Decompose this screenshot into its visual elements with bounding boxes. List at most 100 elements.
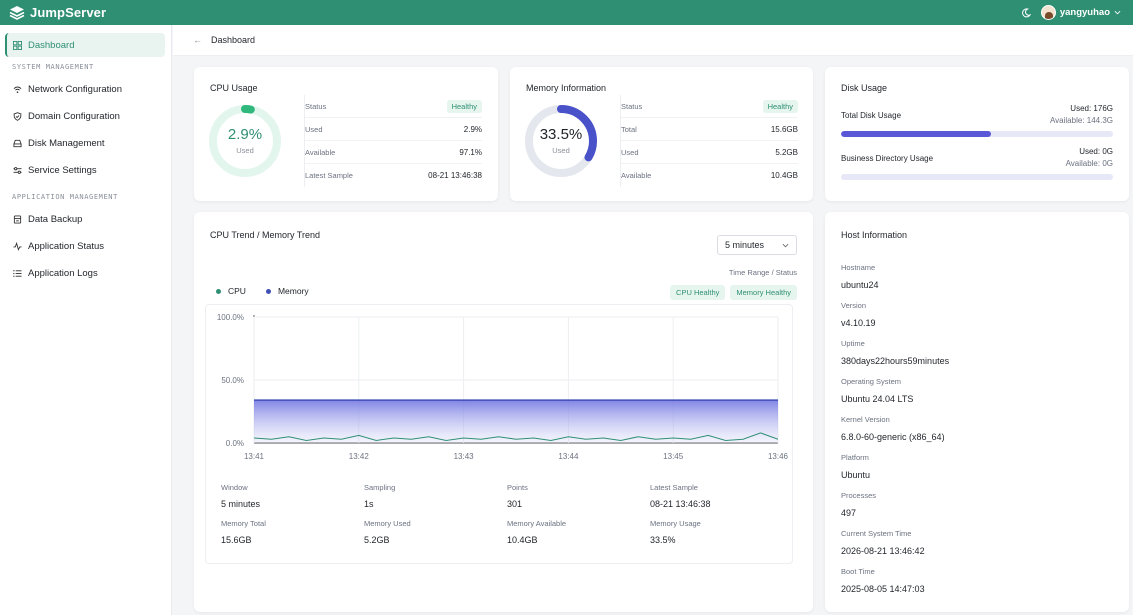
legend-label: Memory	[277, 286, 309, 296]
host-key: Current System Time	[841, 529, 912, 538]
sidebar: Dashboard SYSTEM MANAGEMENT Network Conf…	[0, 25, 172, 615]
sidebar-item-label: Service Settings	[28, 164, 97, 176]
metric-latest-sample: Latest Sample 08-21 13:46:38	[650, 483, 790, 509]
database-icon	[13, 214, 22, 224]
metric-value: 15.6GB	[221, 535, 252, 545]
host-item-version: Version v4.10.19	[841, 301, 876, 328]
sidebar-item-dashboard[interactable]: Dashboard	[5, 33, 165, 57]
cpu-stat-status: Status Healthy	[305, 95, 482, 118]
host-value: 497	[841, 508, 857, 518]
avatar	[1040, 5, 1056, 20]
host-value: 6.8.0-60-generic (x86_64)	[841, 432, 945, 442]
sidebar-item-disk-management[interactable]: Disk Management	[5, 131, 165, 155]
host-item-hostname: Hostname ubuntu24	[841, 263, 879, 290]
host-item-platform: Platform Ubuntu	[841, 453, 870, 480]
memory-gauge: 33.5% Used	[524, 104, 598, 178]
host-key: Uptime	[841, 339, 865, 348]
metric-memory-total: Memory Total 15.6GB	[221, 519, 361, 545]
trend-card: CPU Trend / Memory Trend 5 minutes Time …	[194, 212, 813, 612]
metric-memory-usage: Memory Usage 33.5%	[650, 519, 790, 545]
x-tick-label: 13:41	[244, 452, 265, 461]
time-range-select[interactable]: 5 minutes	[717, 235, 797, 255]
shield-icon	[13, 111, 22, 121]
memory-percent: 33.5%	[539, 126, 583, 143]
stat-key: Available	[305, 147, 336, 157]
sliders-icon	[13, 166, 22, 174]
app-logo[interactable]: JumpServer	[9, 5, 106, 21]
chart-legend: CPU Memory	[216, 286, 309, 296]
metric-points: Points 301	[507, 483, 647, 509]
disk-progress-bar	[841, 131, 1113, 137]
host-value: 380days22hours59minutes	[841, 356, 950, 366]
memory-stat-available: Available 10.4GB	[621, 164, 798, 187]
sidebar-item-application-status[interactable]: Application Status	[5, 234, 165, 258]
stat-key: Status	[621, 101, 643, 111]
stat-key: Total	[621, 124, 637, 134]
metric-memory-available: Memory Available 10.4GB	[507, 519, 647, 545]
y-tick-label: 0.0%	[226, 439, 244, 448]
user-menu[interactable]: yangyuhao	[1040, 5, 1121, 20]
host-value: Ubuntu	[841, 470, 871, 480]
disk-progress-bar	[841, 174, 1113, 180]
legend-dot	[216, 288, 221, 294]
memory-stat-status: Status Healthy	[621, 95, 798, 118]
card-title: CPU Trend / Memory Trend	[210, 230, 321, 240]
health-badges: CPU Healthy Memory Healthy	[670, 285, 797, 300]
sidebar-item-domain-configuration[interactable]: Domain Configuration	[5, 104, 165, 128]
memory-stat-used: Used 5.2GB	[621, 141, 798, 164]
sidebar-item-data-backup[interactable]: Data Backup	[5, 207, 165, 231]
status-badge: Healthy	[762, 99, 798, 113]
disk-label: Total Disk Usage	[841, 111, 902, 120]
metric-window: Window 5 minutes	[221, 483, 361, 509]
host-value: 2026-08-21 13:46:42	[841, 546, 925, 556]
moon-icon[interactable]	[1021, 7, 1031, 18]
disk-progress-fill	[841, 131, 991, 137]
host-item-processes: Processes 497	[841, 491, 876, 518]
disk-row-total: Total Disk Usage Used: 176G Available: 1…	[841, 104, 1113, 144]
memory-gauge-arc	[525, 105, 597, 177]
sidebar-item-service-settings[interactable]: Service Settings	[5, 158, 165, 182]
stat-key: Latest Sample	[305, 171, 353, 180]
metric-memory-used: Memory Used 5.2GB	[364, 519, 504, 545]
metric-key: Sampling	[364, 483, 396, 492]
memory-area	[254, 400, 778, 443]
host-item-kernel-version: Kernel Version 6.8.0-60-generic (x86_64)	[841, 415, 945, 442]
legend-item-memory[interactable]: Memory	[265, 286, 309, 296]
cpu-healthy-badge: CPU Healthy	[670, 285, 726, 300]
legend-item-cpu[interactable]: CPU	[216, 286, 246, 296]
host-item-boot-time: Boot Time 2025-08-05 14:47:03	[841, 567, 925, 594]
hard-drive-icon	[13, 139, 22, 147]
cpu-stat-used: Used 2.9%	[305, 118, 482, 141]
sidebar-item-application-logs[interactable]: Application Logs	[5, 261, 165, 285]
disk-label: Business Directory Usage	[841, 154, 934, 163]
metric-key: Points	[507, 483, 528, 492]
time-range-status-label: Time Range / Status	[728, 268, 797, 277]
breadcrumb-current: Dashboard	[211, 35, 256, 45]
card-title: Memory Information	[526, 83, 607, 93]
status-badge: Healthy	[446, 99, 482, 113]
x-tick-label: 13:46	[768, 452, 789, 461]
host-key: Kernel Version	[841, 415, 890, 424]
sidebar-item-label: Domain Configuration	[28, 110, 120, 122]
metric-key: Memory Available	[507, 519, 567, 528]
host-item-current-system-time: Current System Time 2026-08-21 13:46:42	[841, 529, 925, 556]
card-title: Disk Usage	[841, 83, 888, 93]
cpu-usage-card: CPU Usage 2.9% Used Status Healthy Used 2.…	[194, 67, 498, 201]
x-tick-label: 13:44	[558, 452, 579, 461]
host-key: Platform	[841, 453, 869, 462]
metric-value: 5 minutes	[221, 499, 261, 509]
metric-value: 10.4GB	[507, 535, 538, 545]
stat-key: Status	[305, 101, 327, 111]
host-key: Processes	[841, 491, 877, 500]
cpu-stat-available: Available 97.1%	[305, 141, 482, 164]
sidebar-item-network-configuration[interactable]: Network Configuration	[5, 77, 165, 101]
x-tick-label: 13:42	[349, 452, 370, 461]
cpu-percent: 2.9%	[227, 126, 263, 143]
back-arrow-icon[interactable]: ←	[193, 35, 202, 45]
metric-value: 33.5%	[650, 535, 676, 545]
stat-key: Used	[305, 124, 323, 134]
section-label-application: APPLICATION MANAGEMENT	[12, 192, 118, 201]
stat-key: Used	[621, 147, 639, 157]
memory-used-label: Used	[552, 146, 570, 155]
disk-row-business: Business Directory Usage Used: 0G Availa…	[841, 147, 1113, 187]
